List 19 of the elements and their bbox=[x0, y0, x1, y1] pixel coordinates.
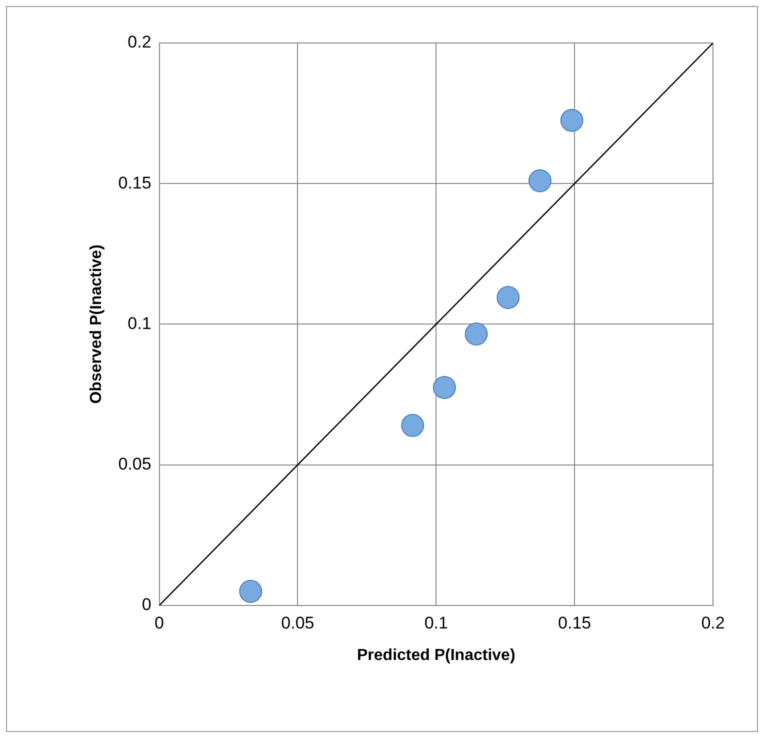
point bbox=[496, 286, 520, 309]
point bbox=[432, 376, 456, 399]
point bbox=[560, 108, 584, 132]
y-tick-label: 0.2 bbox=[128, 32, 152, 52]
point bbox=[401, 414, 424, 437]
x-tick-label: 0.05 bbox=[281, 613, 314, 632]
point bbox=[528, 169, 552, 192]
point bbox=[239, 580, 262, 603]
x-tick-label: 0 bbox=[154, 613, 164, 632]
y-tick-label: 0.1 bbox=[128, 314, 152, 333]
x-tick-label: 0.2 bbox=[701, 613, 725, 632]
y-tick-label: 0 bbox=[142, 595, 152, 614]
y-axis-title: Observed P(Inactive) bbox=[88, 244, 106, 404]
x-tick-label: 0.15 bbox=[558, 613, 592, 632]
x-axis-title: Predicted P(Inactive) bbox=[357, 646, 516, 664]
point bbox=[464, 322, 488, 346]
y-tick-label: 0.15 bbox=[118, 173, 152, 192]
y-tick-label: 0.05 bbox=[118, 454, 152, 474]
x-tick-label: 0.1 bbox=[424, 613, 448, 632]
